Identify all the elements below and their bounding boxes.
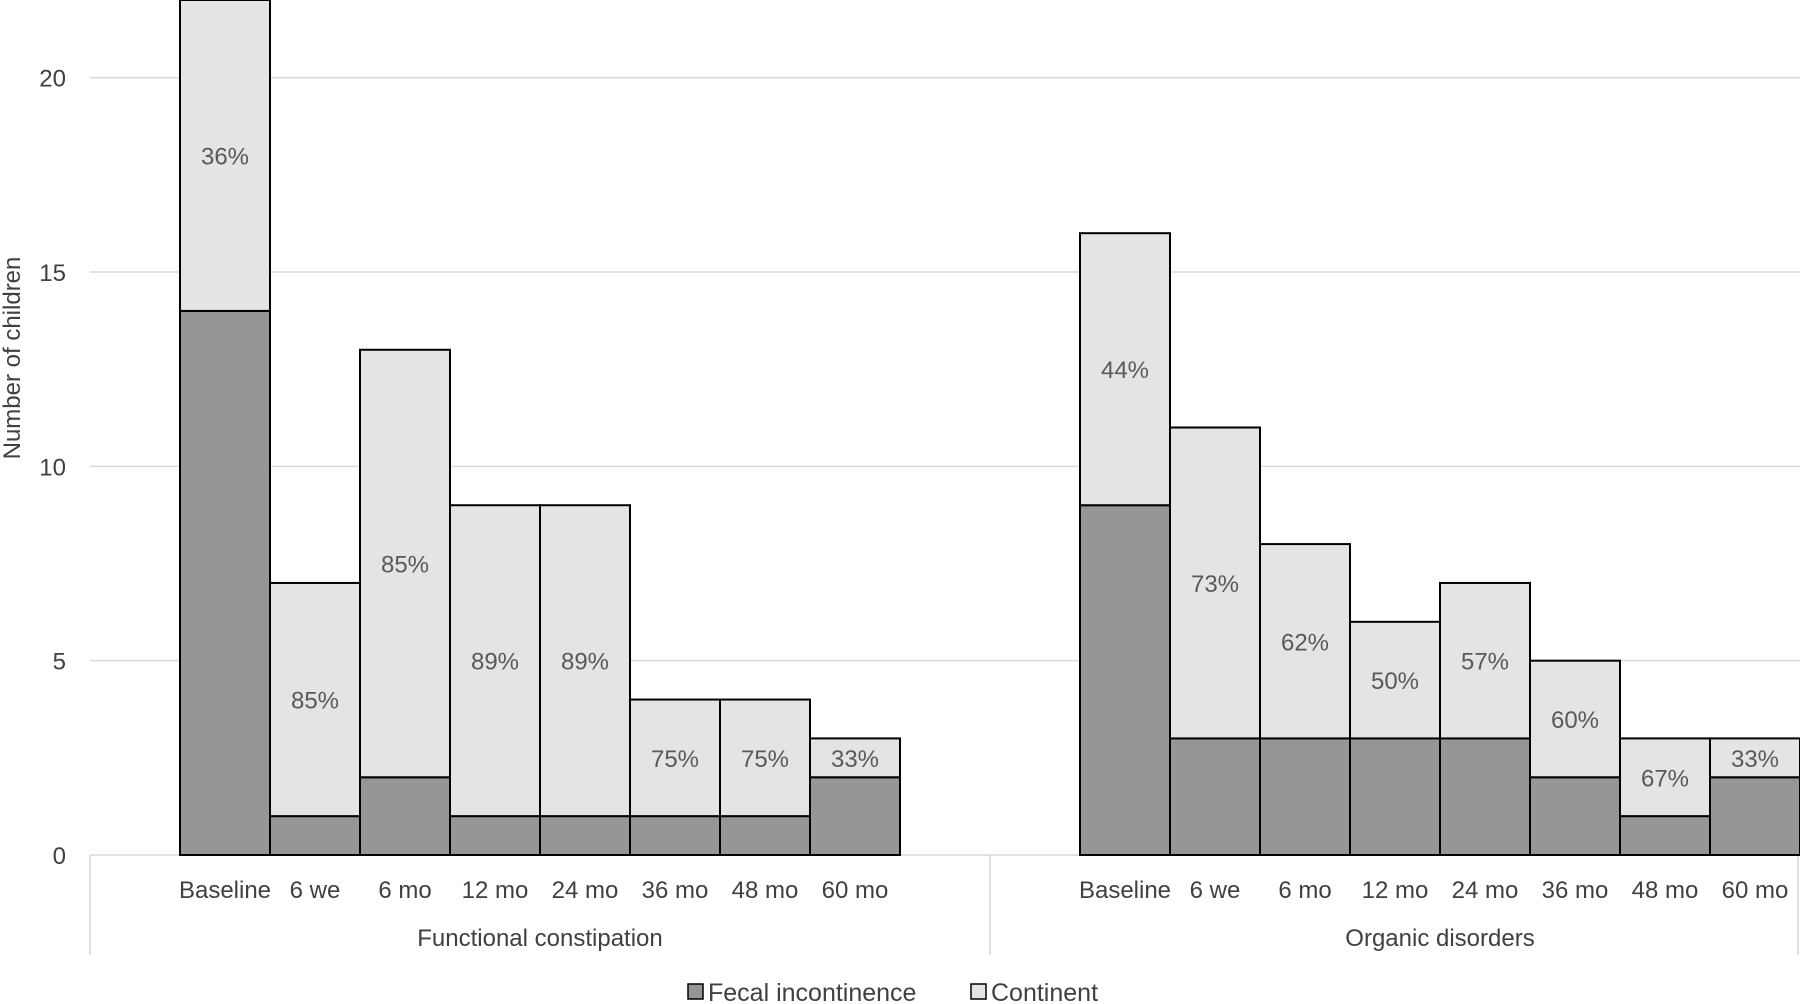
bar-fecal-incontinence	[1169, 737, 1261, 857]
x-category-label: 24 mo	[1452, 877, 1519, 904]
x-group-label: Functional constipation	[417, 925, 662, 952]
data-label-percent: 75%	[741, 746, 789, 773]
bar-fecal-incontinence	[719, 815, 811, 856]
x-category-label: 48 mo	[732, 877, 799, 904]
data-label-percent: 36%	[201, 143, 249, 170]
bar-continent	[1709, 737, 1800, 779]
bar-continent	[719, 698, 811, 818]
x-category-label: 6 we	[1190, 877, 1241, 904]
bar-continent	[1259, 543, 1351, 740]
x-group-label: Organic disorders	[1345, 925, 1534, 952]
x-category-label: 60 mo	[822, 877, 889, 904]
bar-continent	[359, 348, 451, 779]
legend-label-fecal-incontinence: Fecal incontinence	[708, 979, 916, 1004]
y-tick-label: 10	[39, 454, 66, 481]
bar-continent	[269, 581, 361, 818]
data-labels: 36% 85% 85% 89% 89% 75% 75% 33% 44% 73% 62% 50% 57% 6…	[201, 143, 1779, 792]
y-tick-label: 5	[53, 649, 66, 676]
bar-fecal-incontinence	[1349, 737, 1441, 857]
bar-continent	[1529, 659, 1621, 779]
x-category-label: 48 mo	[1632, 877, 1699, 904]
y-tick-label: 0	[53, 843, 66, 870]
bars	[179, 0, 1800, 857]
bar-fecal-incontinence	[1529, 776, 1621, 856]
x-category-label: 12 mo	[1362, 877, 1429, 904]
bar-fecal-incontinence	[629, 815, 721, 856]
bar-continent	[629, 698, 721, 818]
data-label-percent: 73%	[1191, 571, 1239, 598]
x-category-label: 6 mo	[1278, 877, 1331, 904]
bar-continent	[539, 504, 631, 818]
x-category-label: 36 mo	[642, 877, 709, 904]
bar-continent	[1079, 232, 1171, 507]
category-labels: Baseline 6 we 6 mo 12 mo 24 mo 36 mo 48 mo 60 m…	[179, 877, 1788, 952]
bar-fecal-incontinence	[1439, 737, 1531, 857]
data-label-percent: 62%	[1281, 629, 1329, 656]
x-category-label: 24 mo	[552, 877, 619, 904]
bar-continent	[1439, 581, 1531, 740]
bar-fecal-incontinence	[539, 815, 631, 856]
data-label-percent: 33%	[831, 746, 879, 773]
data-label-percent: 50%	[1371, 668, 1419, 695]
data-label-percent: 89%	[561, 649, 609, 676]
x-category-label: 60 mo	[1722, 877, 1789, 904]
legend-swatch-continent	[970, 983, 987, 1000]
x-category-label: 12 mo	[462, 877, 529, 904]
bar-fecal-incontinence	[1619, 815, 1711, 856]
bar-fecal-incontinence	[449, 815, 541, 856]
x-category-label: 6 we	[290, 877, 341, 904]
x-category-label: 36 mo	[1542, 877, 1609, 904]
data-label-percent: 57%	[1461, 649, 1509, 676]
bar-fecal-incontinence	[809, 776, 901, 856]
data-label-percent: 60%	[1551, 707, 1599, 734]
legend: Fecal incontinence Continent	[687, 979, 1098, 1004]
bar-fecal-incontinence	[359, 776, 451, 856]
bar-fecal-incontinence	[1079, 504, 1171, 856]
data-label-percent: 85%	[291, 688, 339, 715]
bar-fecal-incontinence	[179, 309, 271, 856]
data-label-percent: 44%	[1101, 357, 1149, 384]
legend-label-continent: Continent	[991, 979, 1098, 1004]
bar-fecal-incontinence	[269, 815, 361, 856]
bar-fecal-incontinence	[1709, 776, 1800, 856]
legend-swatch-fecal-incontinence	[687, 983, 704, 1000]
x-category-label: Baseline	[179, 877, 271, 904]
x-category-label: Baseline	[1079, 877, 1171, 904]
bar-continent	[809, 737, 901, 779]
x-category-label: 6 mo	[378, 877, 431, 904]
bar-continent	[1169, 426, 1261, 740]
gridlines	[90, 76, 1800, 662]
bar-continent	[449, 504, 541, 818]
y-tick-label: 15	[39, 260, 66, 287]
data-label-percent: 75%	[651, 746, 699, 773]
y-tick-label: 20	[39, 66, 66, 93]
bar-continent	[1349, 620, 1441, 740]
data-label-percent: 67%	[1641, 765, 1689, 792]
data-label-percent: 89%	[471, 649, 519, 676]
bar-fecal-incontinence	[1259, 737, 1351, 857]
data-label-percent: 33%	[1731, 746, 1779, 773]
bar-continent	[1619, 737, 1711, 818]
y-axis-label: Number of children	[0, 257, 26, 460]
data-label-percent: 85%	[381, 552, 429, 579]
bar-continent	[179, 0, 271, 312]
